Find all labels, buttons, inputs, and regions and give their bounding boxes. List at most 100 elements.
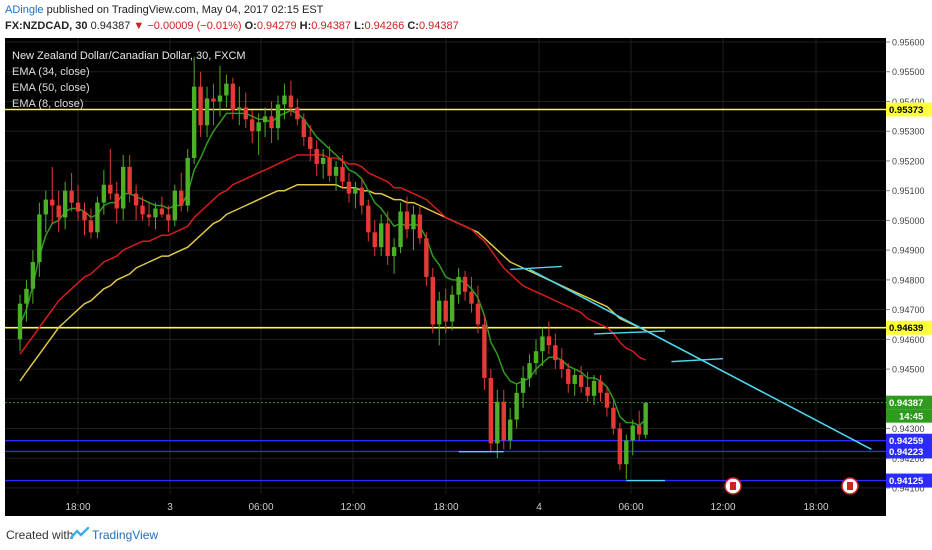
marker-line (671, 357, 724, 363)
time-axis-labels: 18:00 3 06:00 12:00 18:00 4 06:00 12:00 18:00 (65, 502, 828, 513)
candle-body (604, 392, 610, 408)
candle (346, 172, 352, 203)
candle (508, 407, 513, 450)
candle (140, 196, 145, 221)
tradingview-link[interactable]: TradingView (92, 528, 159, 542)
candle-body (443, 300, 448, 322)
candle (262, 107, 268, 138)
candle (204, 86, 210, 138)
price-badge: 0.94387 (886, 395, 932, 410)
candle-body (527, 363, 532, 378)
candle (611, 398, 616, 435)
marker-line (510, 265, 562, 271)
candle-body (566, 369, 571, 384)
y-tick-label: 0.94600 (892, 335, 925, 345)
candle (475, 285, 481, 334)
canada-flag-icon (841, 477, 859, 495)
footer: Created with TradingView (0, 516, 932, 550)
candle-body (540, 336, 545, 352)
candle-body (314, 149, 319, 164)
candle (624, 434, 629, 480)
candle (179, 172, 184, 212)
legend-ema50[interactable]: EMA (50, close) (12, 82, 90, 94)
candle-body (488, 377, 494, 444)
badge-bg (886, 320, 932, 335)
change-value: −0.00009 (−0.01%) (147, 20, 242, 32)
ema-lines (19, 109, 647, 427)
legend-ema34[interactable]: EMA (34, close) (12, 66, 90, 78)
countdown-bg (886, 409, 932, 423)
candle (237, 86, 242, 126)
candle-body (166, 214, 171, 221)
y-tick-label: 0.94700 (892, 305, 925, 315)
y-tick-label: 0.95300 (892, 127, 925, 137)
legend-ema8[interactable]: EMA (8, close) (12, 98, 84, 110)
candle-body (243, 107, 248, 120)
candle (217, 65, 223, 117)
candle-body (353, 187, 358, 194)
ohlc-line: FX:NZDCAD, 30 0.94387 ▼ −0.00009 (−0.01%… (5, 20, 459, 32)
candle-body (95, 202, 100, 233)
candle-body (146, 214, 152, 218)
open-label: O: (244, 20, 257, 32)
candle-body (462, 276, 468, 292)
candle (469, 276, 474, 313)
candle (191, 56, 197, 164)
candle (153, 202, 158, 230)
candle-body (288, 95, 294, 108)
candle (250, 110, 255, 144)
candle (437, 291, 442, 346)
candle (598, 375, 603, 402)
y-tick-label: 0.95200 (892, 156, 925, 166)
symbol-label: FX:NZDCAD, 30 (5, 20, 88, 32)
candle-body (308, 137, 313, 150)
tradingview-logo-icon[interactable] (69, 526, 90, 543)
y-tick-label: 0.94500 (892, 365, 925, 375)
candle (256, 113, 261, 155)
candle-body (585, 386, 590, 396)
candle (359, 178, 365, 215)
candle (617, 422, 623, 471)
canada-flag-icon (724, 477, 742, 495)
candle-body (591, 380, 597, 396)
candle (37, 202, 42, 277)
candle-body (559, 360, 564, 370)
candle-body (82, 211, 87, 221)
candle (17, 294, 23, 352)
candle-body (637, 425, 642, 435)
candle (553, 333, 558, 370)
candle-body (75, 202, 81, 212)
candle (43, 190, 48, 233)
grid (5, 38, 886, 494)
badge-label: 0.94223 (889, 447, 923, 458)
badge-bg (886, 102, 932, 117)
candle (540, 327, 545, 367)
candle-body (37, 214, 42, 263)
candle (308, 125, 313, 161)
price-chart[interactable]: 0.95600 0.95500 0.95400 0.95300 0.95200 0.951… (0, 0, 932, 516)
candle (430, 267, 435, 334)
y-tick-label: 0.95500 (892, 67, 925, 77)
candle-body (366, 205, 371, 233)
candle-body (185, 157, 190, 206)
candle-body (224, 83, 229, 96)
candle-body (572, 375, 577, 384)
badge-label: 0.95373 (889, 105, 923, 116)
candle (327, 146, 332, 182)
candle-body (456, 276, 461, 295)
badge-bg (886, 444, 932, 459)
ema34-line (19, 154, 646, 361)
candle-body (159, 208, 165, 215)
candle-body (411, 214, 416, 230)
candle-body (217, 95, 223, 102)
candle (398, 202, 403, 254)
candle (572, 369, 577, 396)
candle-body (430, 276, 435, 325)
candle-body (578, 375, 584, 387)
x-tick-label: 06:00 (248, 502, 273, 513)
candle-body (598, 380, 603, 393)
author-link[interactable]: ADingle (5, 4, 44, 16)
candle-body (301, 119, 306, 138)
candle (50, 166, 55, 224)
candle-body (88, 220, 94, 233)
